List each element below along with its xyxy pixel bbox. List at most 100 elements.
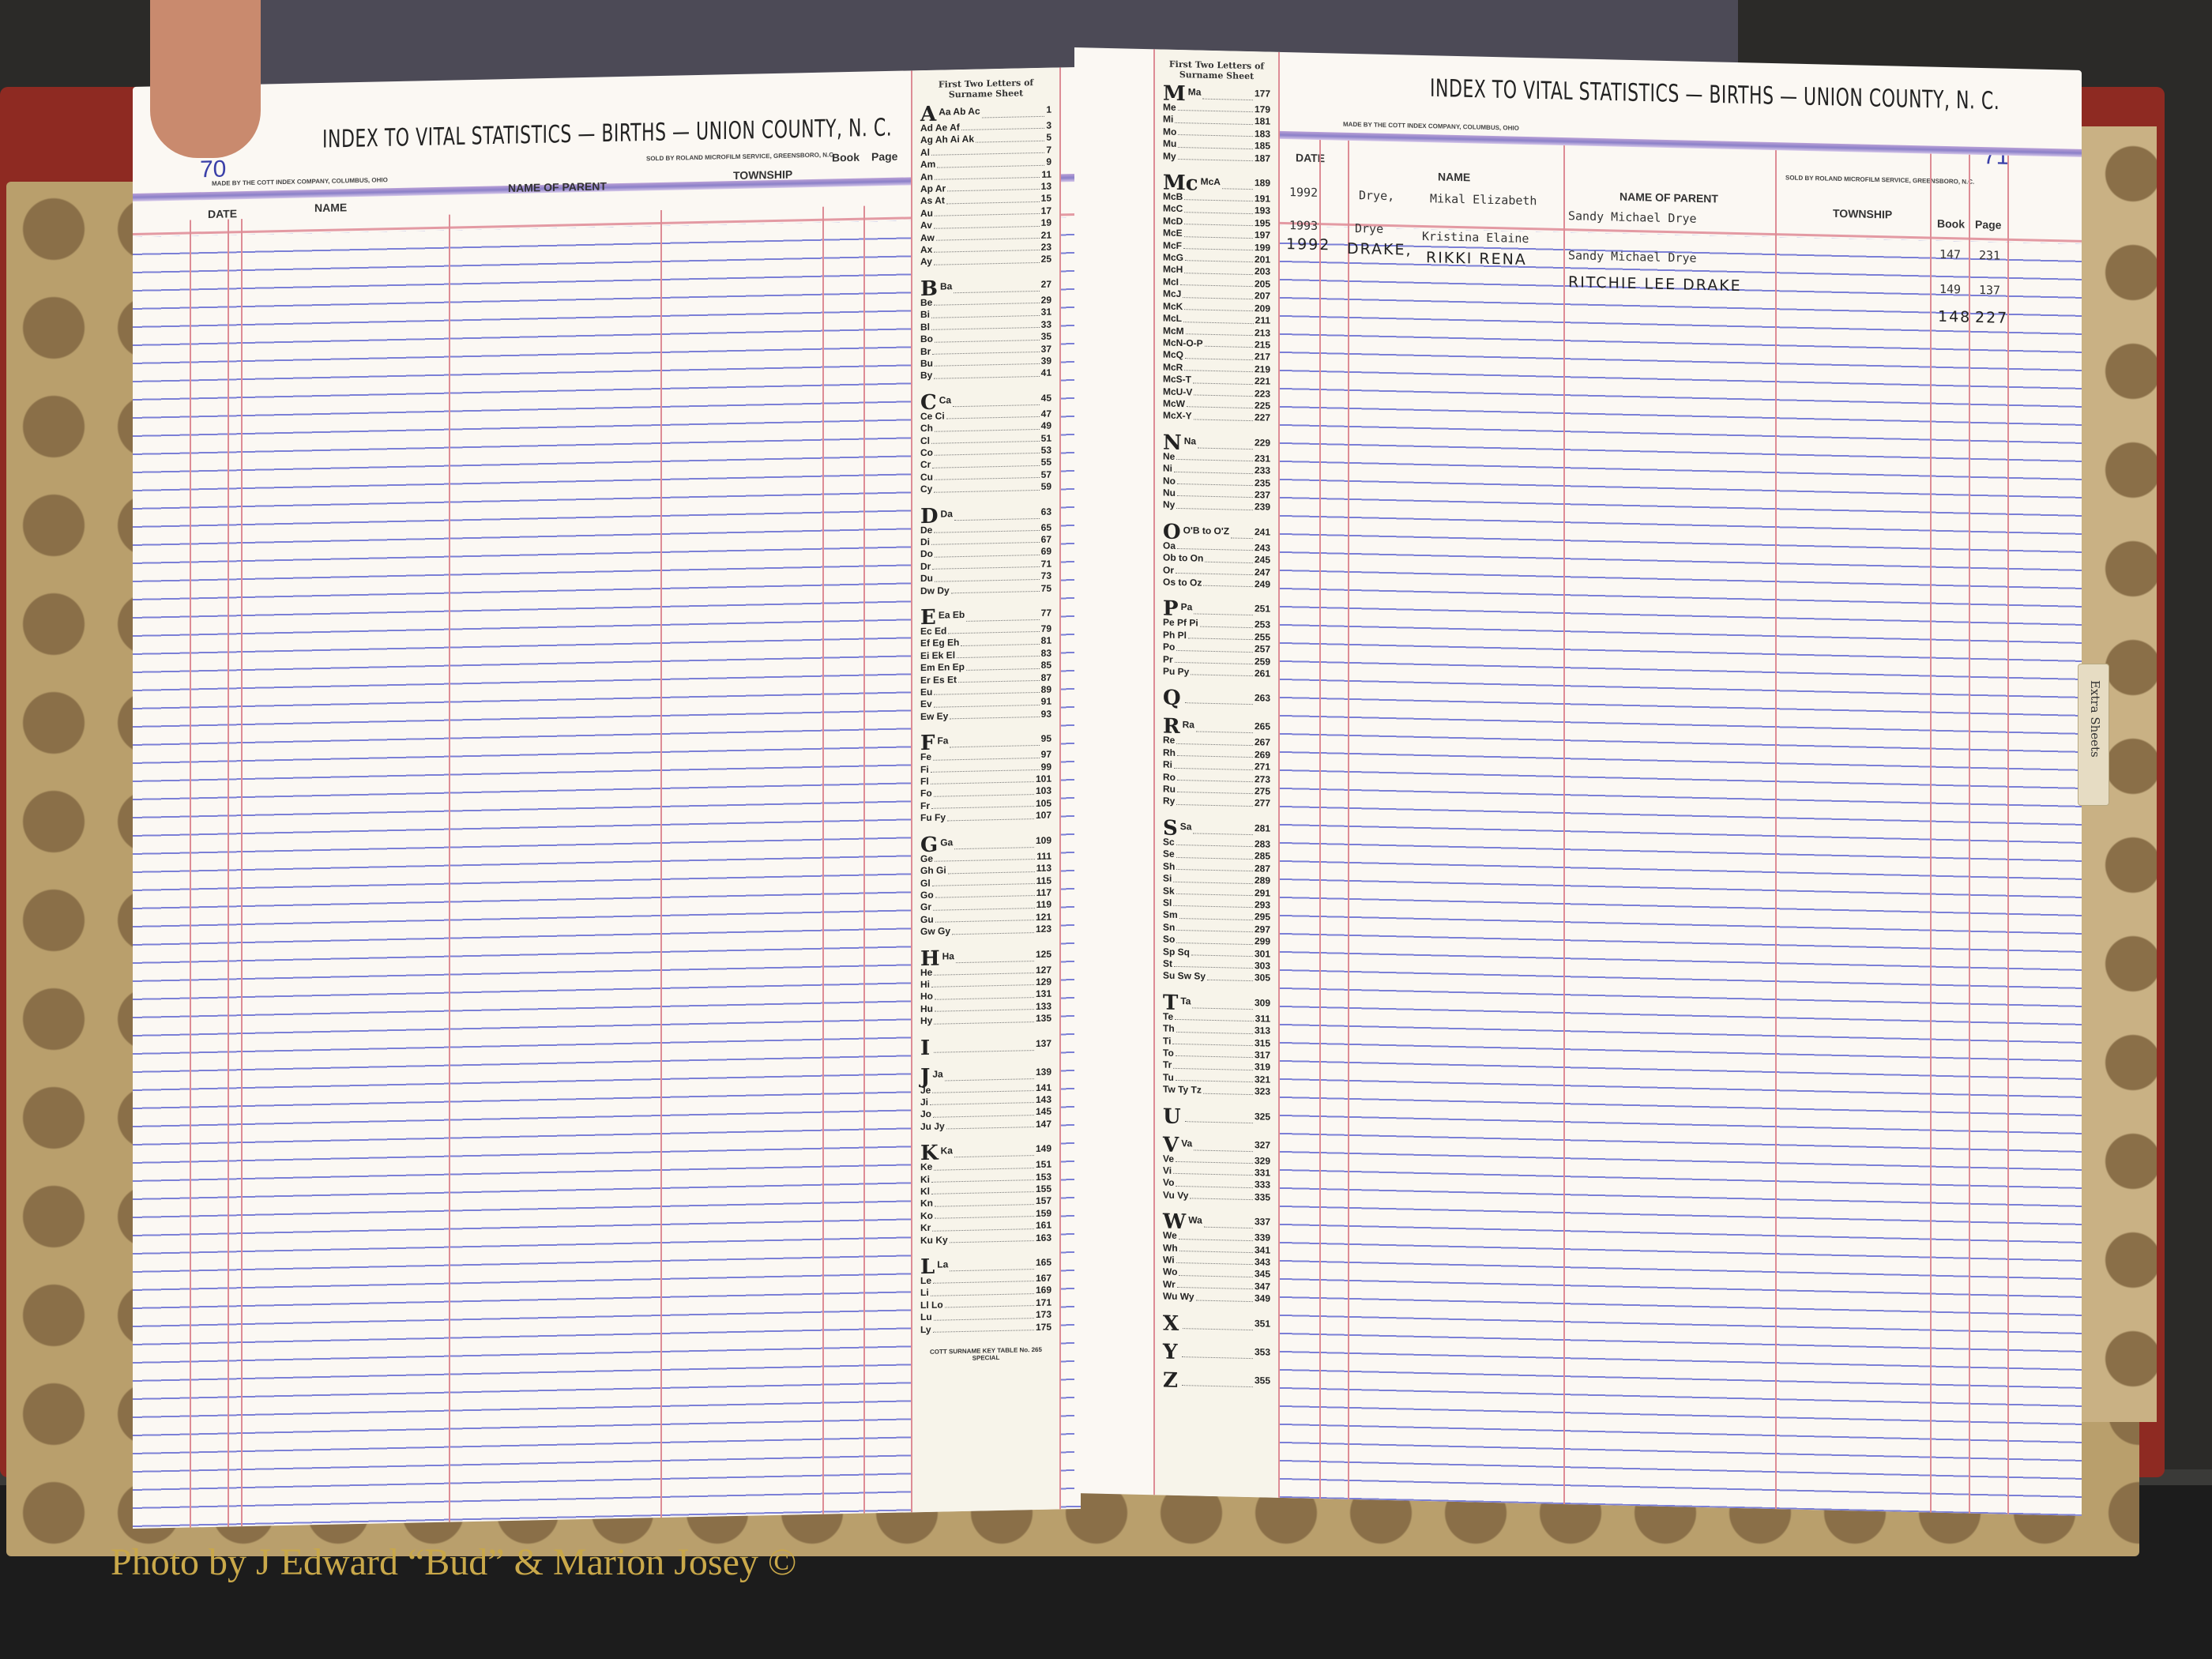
key-section: S Sa 281 Sc 283 Se 285 Sh 287 Si 289 Sk 291 Sl 293 Sm 29…	[1163, 816, 1270, 984]
key-letters: Jo	[920, 1108, 932, 1120]
key-leader	[1202, 86, 1253, 101]
key-letter: L	[920, 1255, 935, 1280]
key-letters: Lu	[920, 1311, 932, 1323]
key-leader	[961, 119, 1045, 131]
key-leader	[935, 420, 1040, 432]
key-leader	[949, 1232, 1034, 1243]
key-leader	[934, 521, 1040, 533]
key-leader	[1198, 435, 1253, 450]
key-sheet-number: 131	[1035, 988, 1051, 1000]
key-sheet-number: 255	[1254, 630, 1270, 643]
sold-by-text: SOLD BY ROLAND MICROFILM SERVICE, GREENS…	[1785, 174, 1975, 186]
column-divider	[1563, 145, 1565, 1505]
key-letters: Kr	[920, 1222, 931, 1234]
key-sheet-number: 237	[1254, 489, 1270, 501]
key-letters: Aa Ab Ac	[939, 105, 980, 118]
key-leader	[931, 432, 1040, 444]
key-letters: Ja	[932, 1068, 943, 1080]
key-sheet-number: 33	[1040, 318, 1051, 330]
key-leader	[1184, 264, 1253, 276]
key-leader	[1184, 216, 1253, 227]
key-letters: Ag Ah Ai Ak	[920, 134, 974, 146]
key-letters: Va	[1181, 1137, 1193, 1149]
key-letters: Eu	[920, 686, 933, 698]
key-row: U 325	[1163, 1104, 1270, 1129]
key-sheet-number: 261	[1254, 668, 1270, 679]
key-row: Wu Wy 349	[1163, 1291, 1270, 1305]
key-leader	[1184, 191, 1253, 202]
key-letters: Ta	[1180, 995, 1191, 1007]
key-sheet-number: 209	[1254, 302, 1270, 314]
key-sheet-number: 245	[1254, 554, 1270, 566]
key-leader	[1183, 228, 1253, 239]
key-sheet-number: 9	[1046, 156, 1051, 167]
key-letters: Ei Ek El	[920, 649, 956, 661]
key-leader	[1184, 1108, 1253, 1123]
key-sheet-number: 145	[1035, 1106, 1051, 1118]
key-letters: Tu	[1163, 1071, 1174, 1083]
column-parent: NAME OF PARENT	[1620, 190, 1718, 205]
key-sheet-number: 339	[1254, 1232, 1270, 1243]
key-letters: Ph Pl	[1163, 629, 1187, 641]
key-leader	[934, 242, 1040, 254]
key-letters: An	[920, 171, 933, 182]
key-row: Ku Ky 163	[920, 1232, 1051, 1247]
key-sheet-number: 197	[1254, 229, 1270, 241]
key-letters: Ki	[920, 1173, 930, 1185]
key-sheet-number: 341	[1254, 1243, 1270, 1256]
key-letters: McD	[1163, 215, 1183, 227]
key-row: X 351	[1163, 1311, 1270, 1335]
key-letters: Re	[1163, 734, 1176, 747]
key-leader	[1195, 719, 1253, 734]
key-sheet-number: 327	[1254, 1138, 1270, 1151]
key-leader	[930, 1094, 1034, 1106]
key-letters: Te	[1163, 1010, 1174, 1022]
key-letters: Wo	[1163, 1266, 1178, 1278]
key-section: O O'B to O'Z 241 Oa 243 Ob to On 245 Or 247 Os to…	[1163, 520, 1270, 591]
key-sheet-number: 21	[1040, 229, 1051, 241]
key-sheet-number: 5	[1046, 132, 1051, 144]
key-section: T Ta 309 Te 311 Th 313 Ti 315 To 317 Tr 319 Tu 321 Tw T…	[1163, 991, 1270, 1098]
key-letters: Ju Jy	[920, 1120, 945, 1132]
key-sheet-number: 41	[1040, 367, 1051, 379]
key-sheet-number: 181	[1254, 115, 1270, 128]
key-letters: Ev	[920, 698, 932, 710]
key-letters: Bi	[920, 309, 930, 321]
key-leader	[1176, 934, 1253, 945]
key-leader	[935, 468, 1040, 480]
key-sheet-number: 313	[1254, 1025, 1270, 1036]
entry-date: 1993	[1289, 218, 1319, 233]
key-leader	[1176, 1254, 1253, 1266]
key-leader	[935, 911, 1034, 923]
key-leader	[1176, 1023, 1253, 1034]
key-sheet-number: 167	[1035, 1272, 1051, 1285]
extra-sheets-tab[interactable]: Extra Sheets	[2078, 664, 2109, 806]
key-section: Mc McA 189 McB 191 McC 193 McD 195 McE 197 McF 199 Mc…	[1163, 171, 1270, 425]
column-divider	[228, 219, 229, 1527]
key-leader	[933, 749, 1040, 761]
key-sheet-number: 83	[1040, 647, 1051, 659]
key-letters: Em En Ep	[920, 661, 965, 674]
key-sheet-number: 163	[1035, 1232, 1051, 1243]
key-letters: McM	[1163, 325, 1184, 337]
key-letter: K	[920, 1141, 939, 1166]
key-sheet-number: 105	[1035, 797, 1051, 809]
key-leader	[1194, 386, 1253, 397]
key-sheet-number: 215	[1254, 339, 1270, 351]
key-letters: Ne	[1163, 450, 1176, 462]
key-sheet-number: 141	[1035, 1082, 1051, 1093]
key-leader	[947, 810, 1034, 822]
ruled-lines	[1280, 225, 2082, 1516]
key-letters: Cy	[920, 483, 933, 495]
key-letters: Cr	[920, 459, 931, 471]
key-letters: McW	[1163, 397, 1185, 410]
key-sheet-number: 249	[1254, 578, 1270, 590]
key-letters: Sa	[1179, 820, 1192, 833]
key-sheet-number: 27	[1040, 278, 1051, 290]
key-leader	[958, 672, 1040, 683]
key-leader	[1181, 1372, 1253, 1387]
key-sheet-number: 283	[1254, 838, 1270, 850]
key-letters: Ch	[920, 422, 933, 434]
key-leader	[1176, 641, 1253, 653]
key-leader	[1175, 1071, 1253, 1083]
